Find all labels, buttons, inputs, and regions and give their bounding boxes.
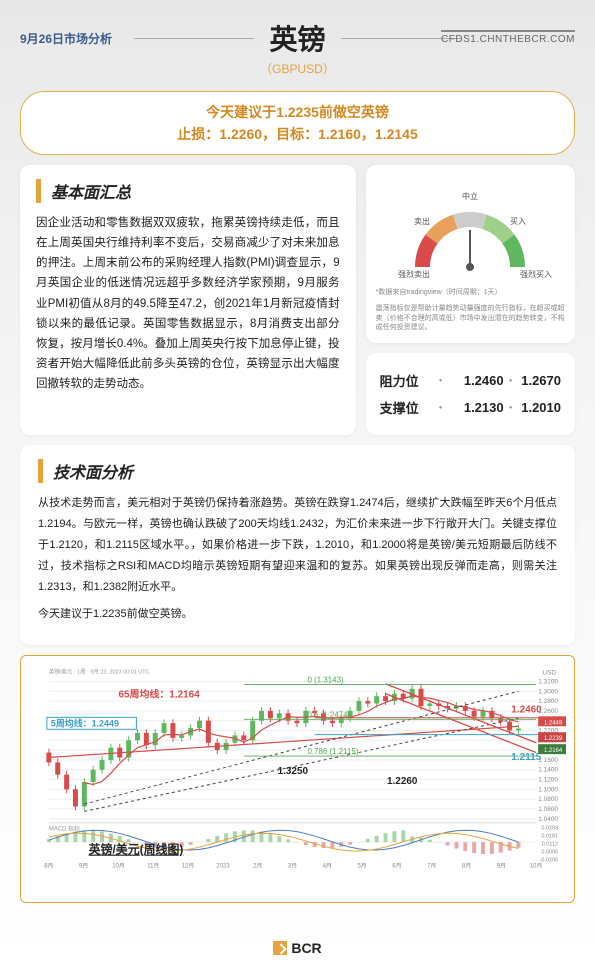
svg-text:0.5 (1.2474): 0.5 (1.2474) <box>307 710 350 719</box>
date-label: 9月26日市场分析 <box>20 30 112 47</box>
suggestion-line2: 止损：1.2260，目标：1.2160，1.2145 <box>37 124 558 144</box>
dot-icon: ● <box>504 378 518 384</box>
suggestion-box: 今天建议于1.2235前做空英镑 止损：1.2260，目标：1.2160，1.2… <box>20 91 575 155</box>
svg-text:1.2239: 1.2239 <box>544 736 563 742</box>
svg-text:中立: 中立 <box>462 191 478 201</box>
svg-text:1.3200: 1.3200 <box>538 678 558 685</box>
support-label: 支撑位 <box>380 398 434 417</box>
svg-text:8月: 8月 <box>44 862 53 869</box>
svg-text:1.1200: 1.1200 <box>538 776 558 783</box>
technical-text: 从技术走势而言，美元相对于英镑仍保持着涨趋势。英镑在跌穿1.2474后，继续扩大… <box>38 493 557 624</box>
support-v1: 1.2130 <box>448 400 504 415</box>
svg-text:1.1400: 1.1400 <box>538 766 558 773</box>
svg-text:1.2800: 1.2800 <box>538 698 558 705</box>
svg-text:4月: 4月 <box>323 862 332 869</box>
svg-text:65周均线：1.2164: 65周均线：1.2164 <box>119 687 201 700</box>
svg-text:1.0400: 1.0400 <box>538 815 558 822</box>
technical-card: 技术面分析 从技术走势而言，美元相对于英镑仍保持着涨趋势。英镑在跌穿1.2474… <box>20 445 575 644</box>
svg-text:0.0293: 0.0293 <box>541 825 558 831</box>
divider-left <box>134 38 254 39</box>
svg-text:1.1000: 1.1000 <box>538 786 558 793</box>
svg-text:1.2449: 1.2449 <box>544 720 563 726</box>
brand-logo: BCR <box>273 940 321 956</box>
support-v2: 1.2010 <box>518 400 561 415</box>
svg-text:0.0000: 0.0000 <box>541 849 558 855</box>
fundamental-text: 因企业活动和零售数据双双疲软，拖累英镑持续走低，而且在上周英国央行维持利率不变后… <box>36 213 340 394</box>
svg-text:10月: 10月 <box>530 862 543 869</box>
svg-text:0 (1.3143): 0 (1.3143) <box>307 675 344 684</box>
svg-text:9月: 9月 <box>497 862 506 869</box>
svg-text:1.1600: 1.1600 <box>538 756 558 763</box>
svg-text:6月: 6月 <box>392 862 401 869</box>
technical-p2: 今天建议于1.2235前做空英镑。 <box>38 604 557 625</box>
svg-text:英镑/美元 · 1周 · 9月 23, 2023 00:01: 英镑/美元 · 1周 · 9月 23, 2023 00:01 UTC <box>49 667 150 675</box>
chart-card: 65周均线：1.2164 5周均线：1.2449 0 (1.3143) 0.5 (1.… <box>20 655 575 903</box>
svg-text:强烈买入: 强烈买入 <box>520 270 552 279</box>
fundamental-card: 基本面汇总 因企业活动和零售数据双双疲软，拖累英镑持续走低，而且在上周英国央行维… <box>20 165 356 435</box>
svg-text:MACD 指标: MACD 指标 <box>49 824 80 832</box>
svg-text:1.2115: 1.2115 <box>511 752 541 763</box>
svg-text:0.786 (1.2115): 0.786 (1.2115) <box>307 747 358 756</box>
dot-icon: ● <box>504 405 518 411</box>
sentiment-gauge: 强烈卖出 卖出 中立买入强烈买入 <box>380 177 560 282</box>
svg-text:11月: 11月 <box>147 862 159 869</box>
svg-text:3月: 3月 <box>288 862 297 869</box>
svg-text:USD: USD <box>542 669 556 676</box>
header: 9月26日市场分析 CFDS1.CHNTHEBCR.COM 英镑 （GBPUSD… <box>0 0 595 77</box>
svg-text:强烈卖出: 强烈卖出 <box>398 269 430 279</box>
gauge-note1: *数据来自tradingview（时间周期：1天） <box>376 288 565 298</box>
svg-text:1.0600: 1.0600 <box>538 805 558 812</box>
levels-card: 阻力位 ● 1.2460 ● 1.2670 支撑位 ● 1.2130 ● 1.2… <box>366 353 575 435</box>
fundamental-title: 基本面汇总 <box>36 179 340 203</box>
technical-title: 技术面分析 <box>38 459 557 483</box>
support-row: 支撑位 ● 1.2130 ● 1.2010 <box>380 394 561 421</box>
svg-text:5月: 5月 <box>358 862 367 869</box>
svg-text:8月: 8月 <box>462 862 471 869</box>
resistance-label: 阻力位 <box>380 371 434 390</box>
svg-text:12月: 12月 <box>182 862 195 869</box>
site-url: CFDS1.CHNTHEBCR.COM <box>441 30 575 45</box>
svg-text:买入: 买入 <box>510 217 526 226</box>
brand-text: BCR <box>291 940 321 956</box>
svg-text:5周均线：1.2449: 5周均线：1.2449 <box>51 717 119 728</box>
price-chart: 65周均线：1.2164 5周均线：1.2449 0 (1.3143) 0.5 (1.… <box>29 664 566 889</box>
svg-text:9月: 9月 <box>79 862 88 869</box>
svg-text:1.2600: 1.2600 <box>538 707 558 714</box>
svg-text:10月: 10月 <box>112 862 125 869</box>
technical-p1: 从技术走势而言，美元相对于英镑仍保持着涨趋势。英镑在跌穿1.2474后，继续扩大… <box>38 493 557 597</box>
footer: BCR <box>0 940 595 960</box>
svg-text:1.2164: 1.2164 <box>544 748 563 754</box>
svg-text:0.0181: 0.0181 <box>541 833 558 839</box>
svg-text:卖出: 卖出 <box>414 216 430 226</box>
svg-text:1.2260: 1.2260 <box>387 775 418 786</box>
suggestion-line1: 今天建议于1.2235前做空英镑 <box>37 102 558 122</box>
svg-text:2023: 2023 <box>216 863 230 869</box>
dot-icon: ● <box>434 405 448 411</box>
resistance-v1: 1.2460 <box>448 373 504 388</box>
svg-text:1.0800: 1.0800 <box>538 796 558 803</box>
dot-icon: ● <box>434 378 448 384</box>
page-subtitle: （GBPUSD） <box>20 60 575 77</box>
svg-text:2月: 2月 <box>253 862 262 869</box>
svg-text:1.3250: 1.3250 <box>278 766 309 777</box>
svg-text:7月: 7月 <box>427 862 436 869</box>
resistance-v2: 1.2670 <box>518 373 561 388</box>
page-title: 英镑 <box>269 18 325 58</box>
gauge-note2: 震荡指标仅是帮助计量趋势动量强度的先行指标，在超买或超卖（价格不合理的高或低）市… <box>376 304 565 333</box>
resistance-row: 阻力位 ● 1.2460 ● 1.2670 <box>380 367 561 394</box>
svg-text:1.3000: 1.3000 <box>538 688 558 695</box>
svg-text:英镑/美元(周线图): 英镑/美元(周线图) <box>88 842 184 856</box>
svg-text:0.0112: 0.0112 <box>542 841 558 847</box>
brand-icon <box>273 941 287 955</box>
gauge-card: 强烈卖出 卖出 中立买入强烈买入 *数据来自tradingview（时间周期：1天）… <box>366 165 575 343</box>
